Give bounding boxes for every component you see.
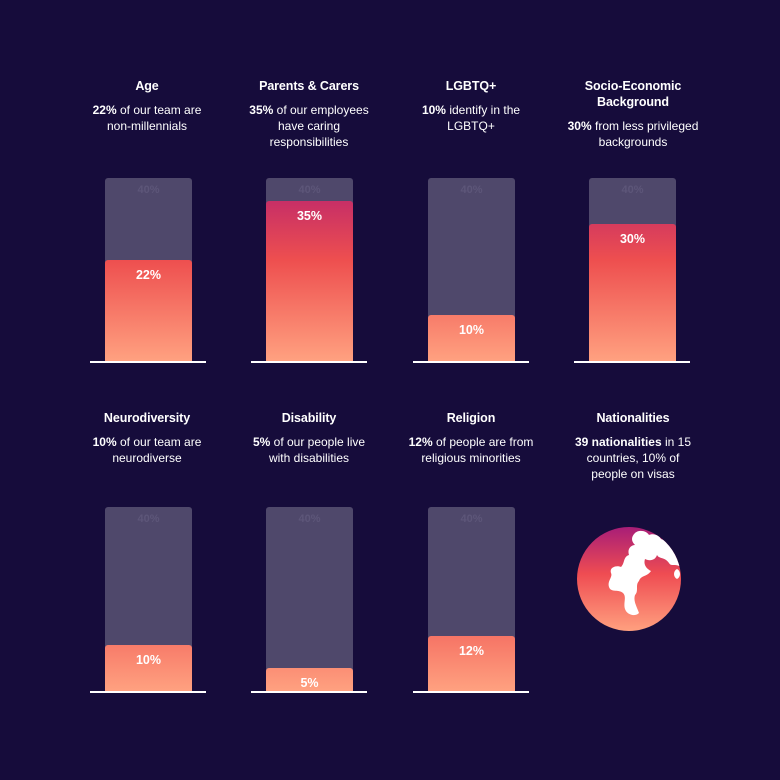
bar-max-label: 40%: [621, 184, 644, 196]
panel-description: 30% from less privileged backgrounds: [567, 119, 699, 149]
bar-max-label: 40%: [460, 184, 483, 196]
panel-description: 39 nationalities in 15 countries, 10% of…: [574, 435, 692, 481]
bar-baseline: [251, 691, 367, 693]
bar-lgbtq: 40% 10%: [413, 178, 529, 363]
panel-description: 12% of people are from religious minorit…: [408, 435, 534, 465]
panel-title: Nationalities: [596, 411, 670, 425]
bar-value-label: 10%: [458, 323, 485, 337]
bar-value-label: 30%: [619, 232, 646, 246]
bar-max-label: 40%: [137, 184, 160, 196]
panel-title: Age: [135, 79, 159, 93]
bar-track: 40%: [266, 507, 353, 691]
panel-description: 5% of our people live with disabilities: [252, 435, 366, 465]
panel-disability: Disability 5% of our people live with di…: [214, 410, 404, 466]
panel-title: Religion: [446, 411, 496, 425]
bar-value: 5%: [266, 668, 353, 691]
panel-neurodiversity: Neurodiversity 10% of our team are neuro…: [52, 410, 242, 466]
panel-lgbtq: LGBTQ+ 10% identify in the LGBTQ+: [376, 78, 566, 134]
panel-description: 22% of our team are non-millennials: [92, 103, 202, 133]
bar-value: 12%: [428, 636, 515, 691]
panel-description: 35% of our employees have caring respons…: [249, 103, 369, 149]
bar-value-label: 10%: [135, 653, 162, 667]
bar-baseline: [90, 691, 206, 693]
panel-description: 10% identify in the LGBTQ+: [421, 103, 521, 133]
bar-max-label: 40%: [298, 184, 321, 196]
globe-icon: [577, 527, 681, 631]
bar-value-label: 35%: [296, 209, 323, 223]
bar-socio-economic: 40% 30%: [574, 178, 690, 363]
panel-title: Parents & Carers: [259, 79, 359, 93]
panel-title: Neurodiversity: [103, 411, 191, 425]
bar-value-label: 22%: [135, 268, 162, 282]
panel-title: Disability: [281, 411, 337, 425]
bar-max-label: 40%: [460, 513, 483, 525]
bar-age: 40% 22%: [90, 178, 206, 363]
bar-religion: 40% 12%: [413, 507, 529, 693]
bar-parents-carers: 40% 35%: [251, 178, 367, 363]
panel-parents-carers: Parents & Carers 35% of our employees ha…: [214, 78, 404, 150]
panel-description: 10% of our team are neurodiverse: [92, 435, 202, 465]
bar-value: 10%: [428, 315, 515, 361]
panel-socio-economic: Socio-Economic Background 30% from less …: [538, 78, 728, 150]
bar-baseline: [413, 361, 529, 363]
panel-age: Age 22% of our team are non-millennials: [52, 78, 242, 134]
bar-value-label: 5%: [300, 676, 319, 690]
bar-max-label: 40%: [137, 513, 160, 525]
panel-religion: Religion 12% of people are from religiou…: [376, 410, 566, 466]
bar-value: 22%: [105, 260, 192, 361]
bar-value-label: 12%: [458, 644, 485, 658]
bar-value: 10%: [105, 645, 192, 691]
bar-neurodiversity: 40% 10%: [90, 507, 206, 693]
bar-baseline: [574, 361, 690, 363]
bar-baseline: [90, 361, 206, 363]
bar-baseline: [251, 361, 367, 363]
panel-title: Socio-Economic Background: [584, 79, 682, 109]
panel-title: LGBTQ+: [445, 79, 497, 93]
bar-value: 35%: [266, 201, 353, 361]
panel-nationalities: Nationalities 39 nationalities in 15 cou…: [538, 410, 728, 482]
bar-value: 30%: [589, 224, 676, 361]
bar-baseline: [413, 691, 529, 693]
bar-max-label: 40%: [298, 513, 321, 525]
bar-disability: 40% 5%: [251, 507, 367, 693]
